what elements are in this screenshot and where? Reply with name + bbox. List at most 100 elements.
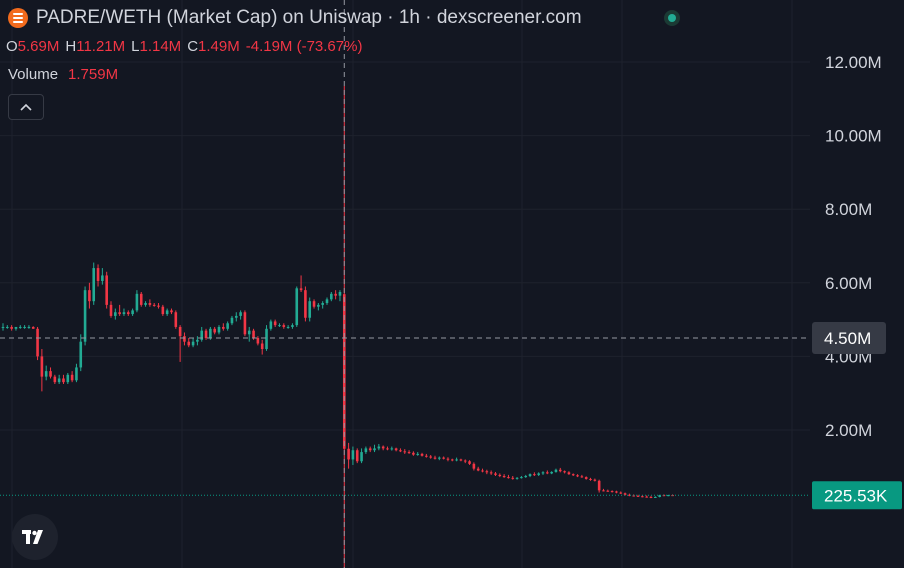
candle-body [70, 374, 74, 381]
candle-body [615, 491, 618, 493]
close-label: C [187, 38, 199, 55]
candle-body [174, 312, 178, 327]
candle-body [325, 299, 329, 304]
candle-body [178, 326, 182, 337]
candle-body [295, 288, 299, 326]
candle-body [351, 450, 355, 460]
candle-body [438, 457, 441, 459]
candle-body [53, 376, 57, 383]
low-value: 1.14M [139, 38, 182, 55]
candle-body [83, 290, 87, 342]
candle-body [122, 312, 126, 315]
candle-body [62, 378, 65, 383]
candle-body [66, 374, 70, 383]
candle-body [204, 330, 208, 338]
candle-body [468, 461, 471, 464]
candle-body [606, 490, 610, 492]
candle-body [299, 288, 303, 291]
candle-body [31, 326, 35, 329]
candle-body [252, 330, 255, 338]
crosshair-price-label: 4.50M [824, 329, 871, 348]
candle-body [546, 472, 549, 474]
candle-body [286, 326, 290, 328]
candle-body [273, 321, 277, 326]
tradingview-mark-icon [22, 530, 43, 544]
candle-body [373, 448, 376, 451]
candle-body [654, 496, 657, 498]
candle-body [88, 290, 91, 302]
last-price-badge [812, 481, 902, 510]
change-value: -4.19M (-73.67%) [245, 38, 363, 55]
candle-body [602, 490, 605, 492]
candle-body [330, 293, 333, 300]
candle-body [433, 457, 437, 459]
collapse-legend-button[interactable] [8, 94, 44, 120]
candle-body [403, 451, 407, 453]
candle-body [381, 446, 385, 449]
candle-body [537, 473, 540, 475]
candle-body [481, 470, 484, 472]
candle-body [183, 336, 186, 342]
candle-body [135, 293, 139, 311]
candle-body [23, 326, 26, 328]
candle-body [407, 452, 411, 454]
candle-body [200, 330, 204, 340]
candle-body [641, 496, 644, 498]
volume-readout: Volume 1.759M [8, 66, 118, 83]
candle-body [645, 496, 648, 498]
crosshair-price-badge [812, 322, 886, 354]
candle-body [157, 305, 160, 307]
candle-body [390, 448, 394, 450]
candle-body [109, 304, 113, 316]
high-value: 11.21M [76, 38, 126, 55]
candle-body [161, 306, 165, 315]
candle-body [554, 469, 558, 472]
candle-body [597, 480, 601, 491]
candle-body [489, 472, 493, 474]
candle-body [187, 341, 191, 346]
candle-body [234, 315, 238, 318]
candle-body [628, 494, 631, 496]
candle-body [619, 492, 623, 494]
candle-body [649, 496, 653, 498]
candle-body [14, 326, 18, 329]
tradingview-logo-icon[interactable] [12, 514, 58, 560]
candle-body [101, 275, 104, 281]
chart-title: PADRE/WETH (Market Cap) on Uniswap · 1h … [36, 7, 582, 28]
candle-body [282, 325, 286, 327]
candle-body [524, 476, 528, 478]
candle-body [515, 477, 519, 479]
candle-body [442, 457, 445, 459]
candle-body [416, 453, 420, 455]
low-label: L [131, 38, 140, 55]
candle-body [239, 312, 242, 316]
candle-body [446, 458, 450, 460]
candle-body [196, 339, 199, 342]
candle-body [152, 304, 156, 306]
y-axis-tick-label: 2.00M [825, 421, 872, 440]
candle-body [92, 268, 96, 302]
candle-body [377, 446, 381, 449]
y-axis-tick-label: 12.00M [825, 53, 882, 72]
chevron-up-icon [20, 103, 32, 111]
candle-body [308, 301, 312, 318]
ohlc-readout: O5.69M H11.21M L1.14M C1.49M -4.19M (-73.67%… [6, 38, 368, 55]
candle-body [148, 303, 152, 305]
candle-body [79, 341, 83, 368]
candle-body [165, 310, 169, 315]
candle-body [191, 341, 195, 346]
candle-body [412, 452, 415, 455]
candle-body [420, 453, 424, 456]
candle-body [209, 328, 212, 338]
open-value: 5.69M [17, 38, 60, 55]
candle-body [386, 448, 389, 450]
candle-body [472, 463, 476, 469]
candle-body [96, 268, 100, 281]
candle-body [334, 293, 337, 296]
candle-body [429, 456, 432, 458]
candle-body [144, 303, 147, 305]
candle-body [256, 338, 260, 344]
candle-body [476, 468, 480, 471]
candle-body [494, 473, 497, 475]
